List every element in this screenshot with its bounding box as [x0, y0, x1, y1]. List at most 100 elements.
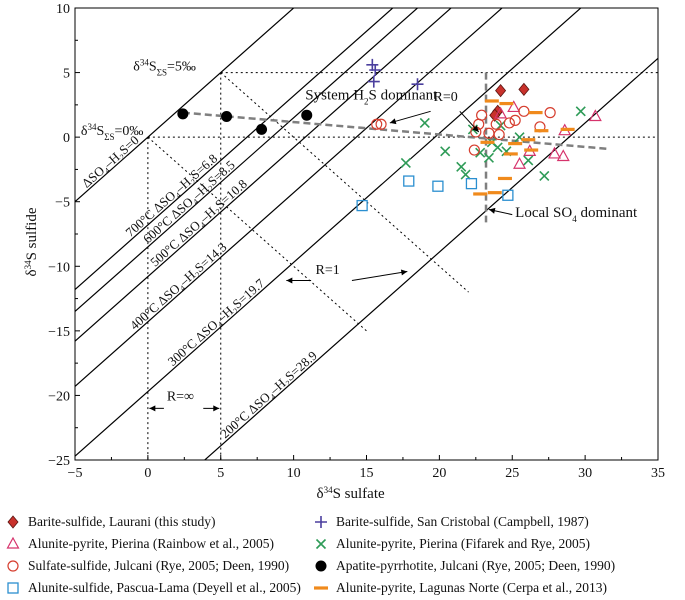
text-span: δ: [317, 486, 324, 502]
legend-marker-shape: [7, 515, 19, 529]
sigma5-label: δ34SΣS=5‰: [133, 58, 196, 78]
fractionation-line: [75, 8, 419, 312]
r1-arrow-right: [351, 270, 408, 281]
data-point-s3: [539, 170, 550, 181]
data-point-s6: [403, 175, 415, 187]
x-tick-label: 30: [578, 466, 592, 481]
r0-arrow-right-head: [472, 125, 479, 132]
legend-marker-shape: [7, 560, 19, 572]
data-point-s2: [513, 157, 527, 169]
legend-item: Barite-sulfide, Laurani (this study): [4, 512, 215, 532]
data-point-s2: [556, 149, 570, 162]
data-point-s0: [518, 82, 530, 96]
data-point-s7: [560, 127, 575, 131]
data-point-s3: [475, 147, 486, 158]
r1-guide-0: [147, 136, 367, 332]
data-point-s1: [367, 75, 380, 88]
x-tick-label: 20: [432, 466, 446, 481]
text-span: =0‰: [114, 124, 143, 139]
data-point-s7: [497, 176, 512, 181]
x-tick-label: 25: [505, 466, 519, 481]
data-point-s4: [509, 114, 521, 126]
y-tick-label: −20: [48, 389, 70, 404]
legend-item: Alunite-pyrite, Pierina (Fifarek and Rye…: [312, 534, 590, 554]
data-point-s5: [301, 109, 313, 121]
text-span: ΣS: [157, 68, 167, 78]
data-point-s4: [375, 118, 387, 130]
data-point-s3: [440, 146, 451, 157]
text-span: =5‰: [167, 60, 196, 75]
data-point-s7: [473, 192, 488, 196]
data-point-s4: [476, 109, 488, 121]
legend-marker-shape: [314, 586, 328, 590]
legend-label: Alunite-pyrite, Pierina (Fifarek and Rye…: [336, 536, 591, 551]
legend-marker: [7, 582, 19, 594]
legend-item: Apatite-pyrrhotite, Julcani (Rye, 2005; …: [312, 556, 615, 576]
legend-marker: [314, 586, 328, 590]
data-point-s7: [534, 129, 549, 133]
text-span: System H: [305, 88, 364, 104]
data-point-s6: [465, 177, 478, 190]
data-point-s4: [518, 105, 530, 117]
fractionation-line: [75, 8, 452, 342]
data-point-s3: [492, 142, 503, 153]
y-tick-label: −25: [48, 454, 70, 469]
text-span: 2: [364, 97, 369, 107]
data-point-s3: [460, 169, 471, 180]
so4-arrow-head: [488, 207, 496, 214]
data-point-s3: [456, 161, 467, 172]
data-point-s5: [256, 123, 268, 135]
text-span: S sulfide: [24, 207, 40, 260]
legend-item: Barite-sulfide, San Cristobal (Campbell,…: [312, 512, 589, 532]
rinf-arrow-right-head: [213, 405, 220, 412]
legend-item: Alunite-sulfide, Pascua-Lama (Deyell et …: [4, 578, 301, 598]
fractionation-line: [75, 8, 295, 203]
text-span: δ: [24, 269, 40, 276]
sigma0-label: δ34SΣS=0‰: [81, 122, 144, 142]
data-point-s1: [366, 58, 379, 71]
legend-marker: [7, 515, 19, 529]
data-point-s3: [419, 117, 430, 129]
data-point-s7: [524, 148, 539, 152]
legend-marker: [315, 516, 327, 528]
legend-label: Barite-sulfide, Laurani (this study): [28, 514, 216, 529]
x-tick-label: −5: [68, 466, 83, 481]
data-point-s4: [503, 117, 515, 129]
data-point-s1: [411, 78, 424, 91]
data-point-s2: [548, 146, 562, 159]
trend-line: [182, 111, 608, 151]
text-span: δ: [133, 60, 140, 75]
legend-marker: [315, 538, 327, 550]
rinf-arrow-left-head: [149, 405, 156, 412]
text-span: S: [96, 124, 104, 139]
data-point-s1: [369, 63, 382, 76]
legend-marker: [315, 560, 327, 572]
data-point-s3: [483, 152, 494, 163]
legend-item: Alunite-pyrite, Pierina (Rainbow et al.,…: [4, 534, 274, 554]
text-span: S: [149, 60, 157, 75]
legend-marker-shape: [315, 538, 327, 550]
legend-marker-shape: [6, 536, 20, 549]
legend-marker: [6, 536, 20, 549]
data-point-s7: [484, 99, 499, 103]
r1-label: R=1: [315, 263, 339, 278]
data-point-s3: [575, 106, 586, 117]
legend-item: Sulfate-sulfide, Julcani (Rye, 2005; Dee…: [4, 556, 289, 576]
rinf-label: R=∞: [167, 390, 194, 405]
legend: Barite-sulfide, Laurani (this study) Bari…: [0, 508, 685, 600]
fractionation-line: [75, 8, 503, 387]
data-point-s6: [356, 199, 368, 212]
data-point-s2: [494, 106, 508, 119]
data-point-s5: [221, 110, 233, 122]
fractionation-line: [203, 57, 658, 460]
legend-label: Barite-sulfide, San Cristobal (Campbell,…: [336, 514, 589, 529]
data-point-s6: [502, 189, 514, 201]
x-tick-label: 35: [651, 466, 665, 481]
data-point-s4: [544, 107, 556, 119]
data-point-s7: [503, 152, 518, 156]
data-point-s4: [493, 128, 505, 141]
r0-label: R=0: [434, 90, 458, 105]
data-point-s3: [400, 157, 411, 169]
so4-dominant-label: Local SO4 dominant: [515, 205, 638, 224]
